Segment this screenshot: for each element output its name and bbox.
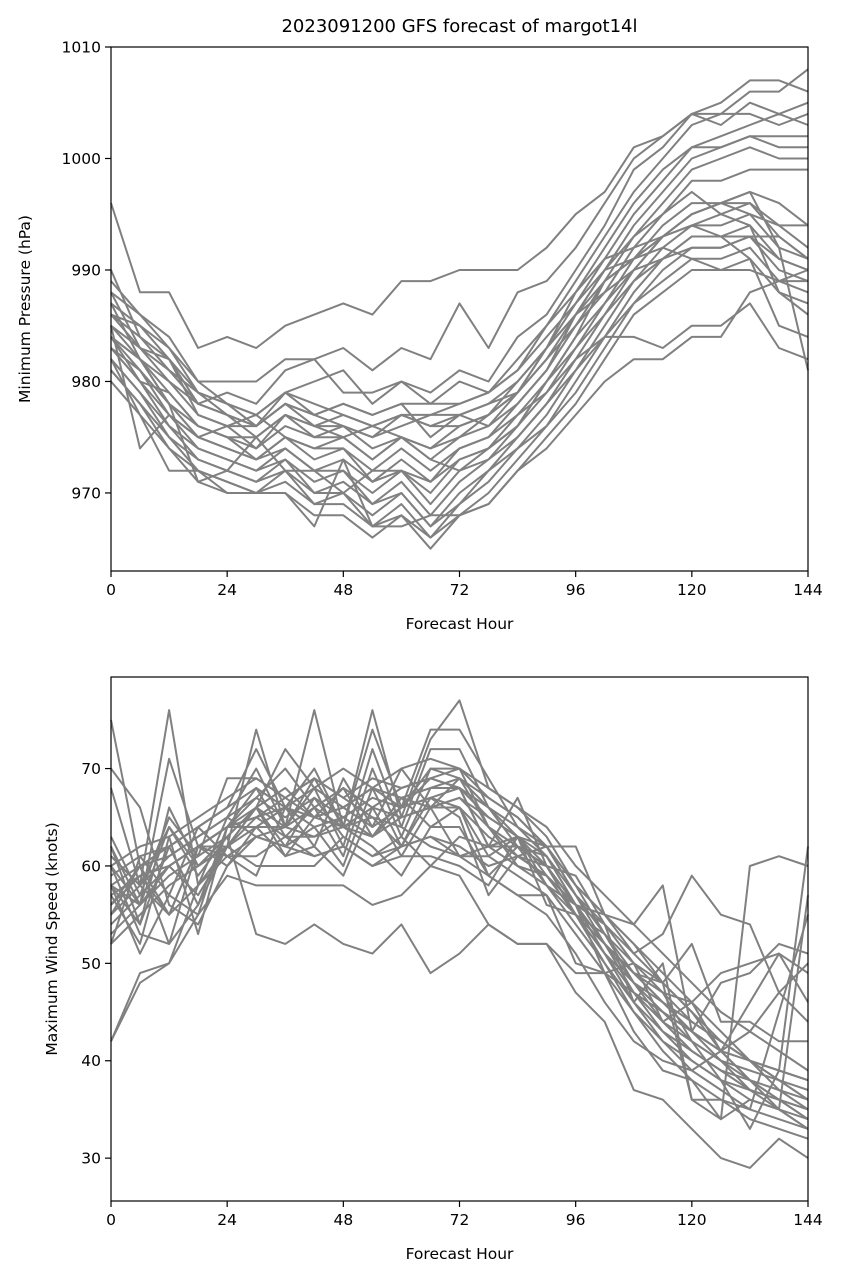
- pressure-panel: 2023091200 GFS forecast of margot14l 0 24…: [16, 16, 823, 633]
- pressure-series-line-25: [110, 202, 808, 428]
- pressure-x-tick-label: 72: [450, 581, 470, 599]
- pressure-y-tick-label: 1010: [62, 39, 101, 57]
- pressure-x-axis-label: Forecast Hour: [406, 615, 514, 633]
- wind-axis-ticks: 0 24 48 72 96 120 144 30 40 50 60 70: [81, 760, 823, 1229]
- wind-y-tick-label: 40: [81, 1052, 101, 1070]
- pressure-y-tick-label: 970: [71, 484, 101, 502]
- wind-x-tick-label: 48: [333, 1211, 353, 1229]
- wind-x-tick-label: 144: [793, 1211, 823, 1229]
- wind-series-line-27: [110, 816, 809, 1111]
- wind-plot-frame: [110, 676, 809, 1202]
- wind-y-tick-label: 60: [81, 857, 101, 875]
- wind-series-line-18: [110, 826, 809, 1169]
- wind-x-tick-label: 120: [677, 1211, 707, 1229]
- pressure-series-line-26: [110, 246, 808, 439]
- pressure-x-tick-label: 96: [566, 581, 586, 599]
- wind-series-group: [110, 699, 809, 1169]
- pressure-x-tick-label: 48: [333, 581, 353, 599]
- pressure-x-tick-label: 144: [793, 581, 823, 599]
- wind-y-tick-label: 30: [81, 1150, 101, 1168]
- wind-series-line-14: [110, 767, 809, 1111]
- pressure-chart-title: 2023091200 GFS forecast of margot14l: [281, 16, 637, 37]
- pressure-y-tick-label: 980: [71, 373, 101, 391]
- pressure-series-group: [110, 68, 809, 550]
- wind-series-line-22: [110, 826, 809, 1004]
- pressure-y-axis-label: Minimum Pressure (hPa): [16, 215, 34, 403]
- pressure-x-tick-label: 0: [106, 581, 116, 599]
- wind-x-tick-label: 0: [106, 1211, 116, 1229]
- wind-x-tick-label: 24: [217, 1211, 237, 1229]
- pressure-y-tick-label: 1000: [62, 150, 101, 168]
- wind-series-line-28: [110, 806, 809, 1121]
- wind-y-tick-label: 70: [81, 760, 101, 778]
- wind-series-line-24: [110, 796, 809, 1023]
- pressure-series-line-21: [110, 302, 809, 494]
- pressure-x-tick-label: 24: [217, 581, 237, 599]
- pressure-x-tick-label: 120: [677, 581, 707, 599]
- wind-y-axis-label: Maximum Wind Speed (knots): [43, 822, 61, 1055]
- wind-x-tick-label: 72: [450, 1211, 470, 1229]
- wind-x-tick-label: 96: [566, 1211, 586, 1229]
- wind-y-tick-label: 50: [81, 955, 101, 973]
- pressure-series-line-24: [110, 235, 809, 439]
- pressure-y-tick-label: 990: [71, 261, 101, 279]
- pressure-plot-frame: [110, 46, 809, 572]
- pressure-series-line-22: [110, 269, 809, 528]
- wind-x-axis-label: Forecast Hour: [406, 1245, 514, 1263]
- pressure-axis-ticks: 0 24 48 72 96 120 144 970 980 990 1000 1010: [62, 39, 823, 600]
